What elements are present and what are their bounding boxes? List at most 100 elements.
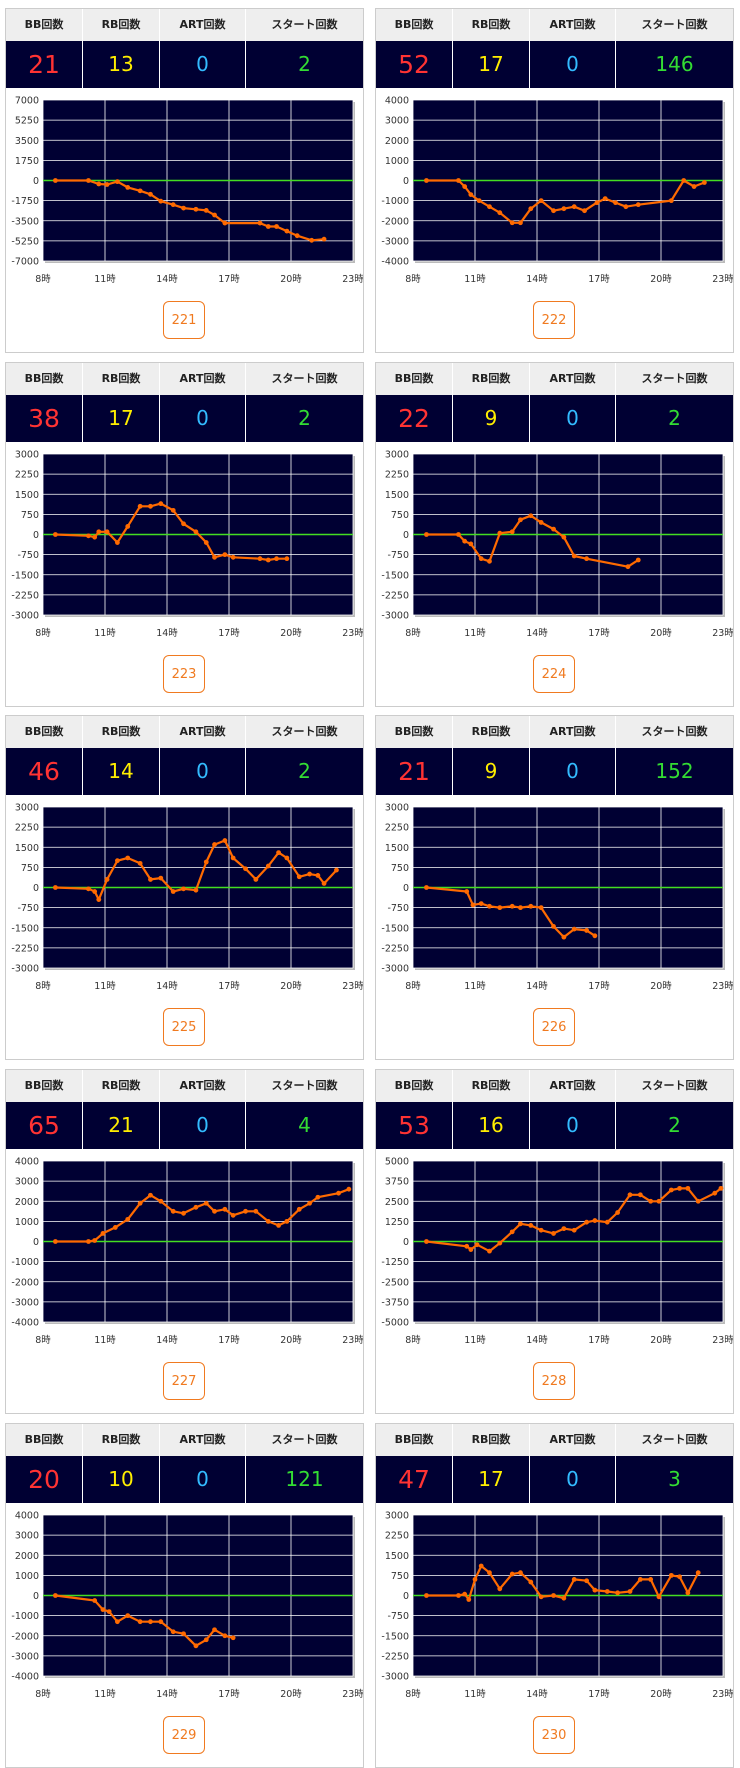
panel: BB回数 RB回数 ART回数 スタート回数 21 13 0 2 -7000 -5250 -3500… bbox=[5, 8, 364, 353]
data-point bbox=[656, 1198, 662, 1204]
data-point bbox=[456, 532, 461, 537]
y-tick-label: 750 bbox=[21, 863, 39, 874]
y-tick-label: 3000 bbox=[385, 803, 409, 814]
header-row: BB回数 RB回数 ART回数 スタート回数 bbox=[6, 9, 363, 41]
data-point bbox=[464, 1243, 470, 1249]
data-point bbox=[181, 1631, 186, 1637]
stat-value: 2 bbox=[246, 748, 363, 795]
panel: BB回数 RB回数 ART回数 スタート回数 65 21 0 4 -4000 -3000 -2000… bbox=[5, 1069, 364, 1414]
data-point bbox=[315, 1194, 321, 1200]
stats-row: 53 16 0 2 bbox=[376, 1102, 733, 1149]
machine-button[interactable]: 230 bbox=[533, 1716, 575, 1754]
y-tick-label: 5250 bbox=[15, 116, 39, 127]
stat-value: 20 bbox=[6, 1456, 83, 1503]
data-point bbox=[193, 1643, 199, 1649]
data-point bbox=[571, 1577, 577, 1582]
data-point bbox=[170, 1629, 176, 1635]
data-point bbox=[53, 532, 58, 537]
y-tick-label: 2250 bbox=[385, 1531, 409, 1542]
stat-value: 17 bbox=[83, 395, 160, 442]
data-point bbox=[551, 208, 556, 214]
y-tick-label: -2250 bbox=[381, 1651, 409, 1662]
x-tick-label: 23時 bbox=[342, 981, 363, 992]
data-point bbox=[115, 540, 120, 545]
column-header: スタート回数 bbox=[246, 1424, 363, 1456]
stat-value: 17 bbox=[453, 41, 530, 88]
data-line bbox=[55, 1594, 234, 1647]
y-tick-label: 750 bbox=[391, 1571, 409, 1582]
panel: BB回数 RB回数 ART回数 スタート回数 53 16 0 2 -5000 -3750 -2500… bbox=[375, 1069, 734, 1414]
y-tick-label: -3000 bbox=[381, 964, 409, 975]
data-point bbox=[668, 198, 674, 204]
data-point bbox=[462, 538, 468, 544]
data-point bbox=[627, 1192, 633, 1198]
column-header: BB回数 bbox=[6, 9, 83, 41]
data-point bbox=[677, 1185, 682, 1191]
data-point bbox=[115, 858, 120, 864]
data-point bbox=[528, 206, 534, 212]
y-tick-label: 2250 bbox=[385, 470, 409, 481]
stats-row: 38 17 0 2 bbox=[6, 395, 363, 442]
stat-value: 22 bbox=[376, 395, 453, 442]
data-point bbox=[592, 1218, 598, 1223]
data-point bbox=[193, 1204, 199, 1210]
data-point bbox=[424, 885, 429, 890]
machine-button[interactable]: 229 bbox=[163, 1716, 205, 1754]
data-point bbox=[253, 877, 259, 882]
stat-value: 13 bbox=[83, 41, 160, 88]
data-point bbox=[230, 855, 236, 861]
data-point bbox=[222, 1206, 228, 1212]
column-header: BB回数 bbox=[6, 1424, 83, 1456]
data-point bbox=[148, 191, 153, 197]
data-point bbox=[321, 236, 327, 242]
data-point bbox=[265, 863, 271, 869]
y-tick-label: -4000 bbox=[381, 257, 409, 268]
header-row: BB回数 RB回数 ART回数 スタート回数 bbox=[376, 716, 733, 748]
data-point bbox=[509, 220, 515, 226]
x-tick-label: 23時 bbox=[342, 628, 363, 639]
x-tick-label: 14時 bbox=[156, 628, 178, 639]
column-header: スタート回数 bbox=[246, 9, 363, 41]
data-point bbox=[170, 889, 176, 894]
data-point bbox=[681, 178, 687, 183]
y-tick-label: 7000 bbox=[15, 96, 39, 107]
data-point bbox=[551, 924, 556, 929]
machine-button[interactable]: 223 bbox=[163, 655, 205, 693]
data-point bbox=[181, 205, 186, 211]
x-tick-label: 8時 bbox=[405, 628, 421, 639]
data-point bbox=[96, 529, 102, 535]
y-tick-label: 1500 bbox=[385, 490, 409, 501]
y-tick-label: -5000 bbox=[381, 1318, 409, 1329]
data-point bbox=[274, 224, 279, 229]
machine-button[interactable]: 225 bbox=[163, 1008, 205, 1046]
x-tick-label: 11時 bbox=[94, 274, 116, 285]
data-point bbox=[456, 1593, 461, 1598]
data-point bbox=[334, 867, 339, 873]
machine-button[interactable]: 228 bbox=[533, 1362, 575, 1400]
data-point bbox=[648, 1577, 654, 1582]
column-header: ART回数 bbox=[160, 1070, 246, 1102]
machine-button[interactable]: 224 bbox=[533, 655, 575, 693]
header-row: BB回数 RB回数 ART回数 スタート回数 bbox=[6, 716, 363, 748]
y-tick-label: 750 bbox=[21, 510, 39, 521]
data-point bbox=[170, 1208, 176, 1214]
data-point bbox=[518, 220, 523, 226]
machine-button[interactable]: 227 bbox=[163, 1362, 205, 1400]
data-point bbox=[104, 529, 110, 535]
x-tick-label: 11時 bbox=[464, 1335, 486, 1346]
machine-button[interactable]: 226 bbox=[533, 1008, 575, 1046]
data-point bbox=[265, 224, 271, 229]
y-tick-label: -1000 bbox=[11, 1611, 39, 1622]
x-tick-label: 20時 bbox=[650, 981, 672, 992]
machine-button[interactable]: 221 bbox=[163, 301, 205, 339]
data-point bbox=[462, 184, 468, 189]
column-header: ART回数 bbox=[530, 9, 616, 41]
data-point bbox=[487, 1570, 492, 1576]
column-header: BB回数 bbox=[376, 716, 453, 748]
machine-button[interactable]: 222 bbox=[533, 301, 575, 339]
column-header: スタート回数 bbox=[616, 9, 733, 41]
data-point bbox=[243, 1208, 248, 1214]
data-point bbox=[487, 204, 492, 210]
data-point bbox=[528, 1579, 534, 1585]
data-point bbox=[86, 886, 91, 892]
